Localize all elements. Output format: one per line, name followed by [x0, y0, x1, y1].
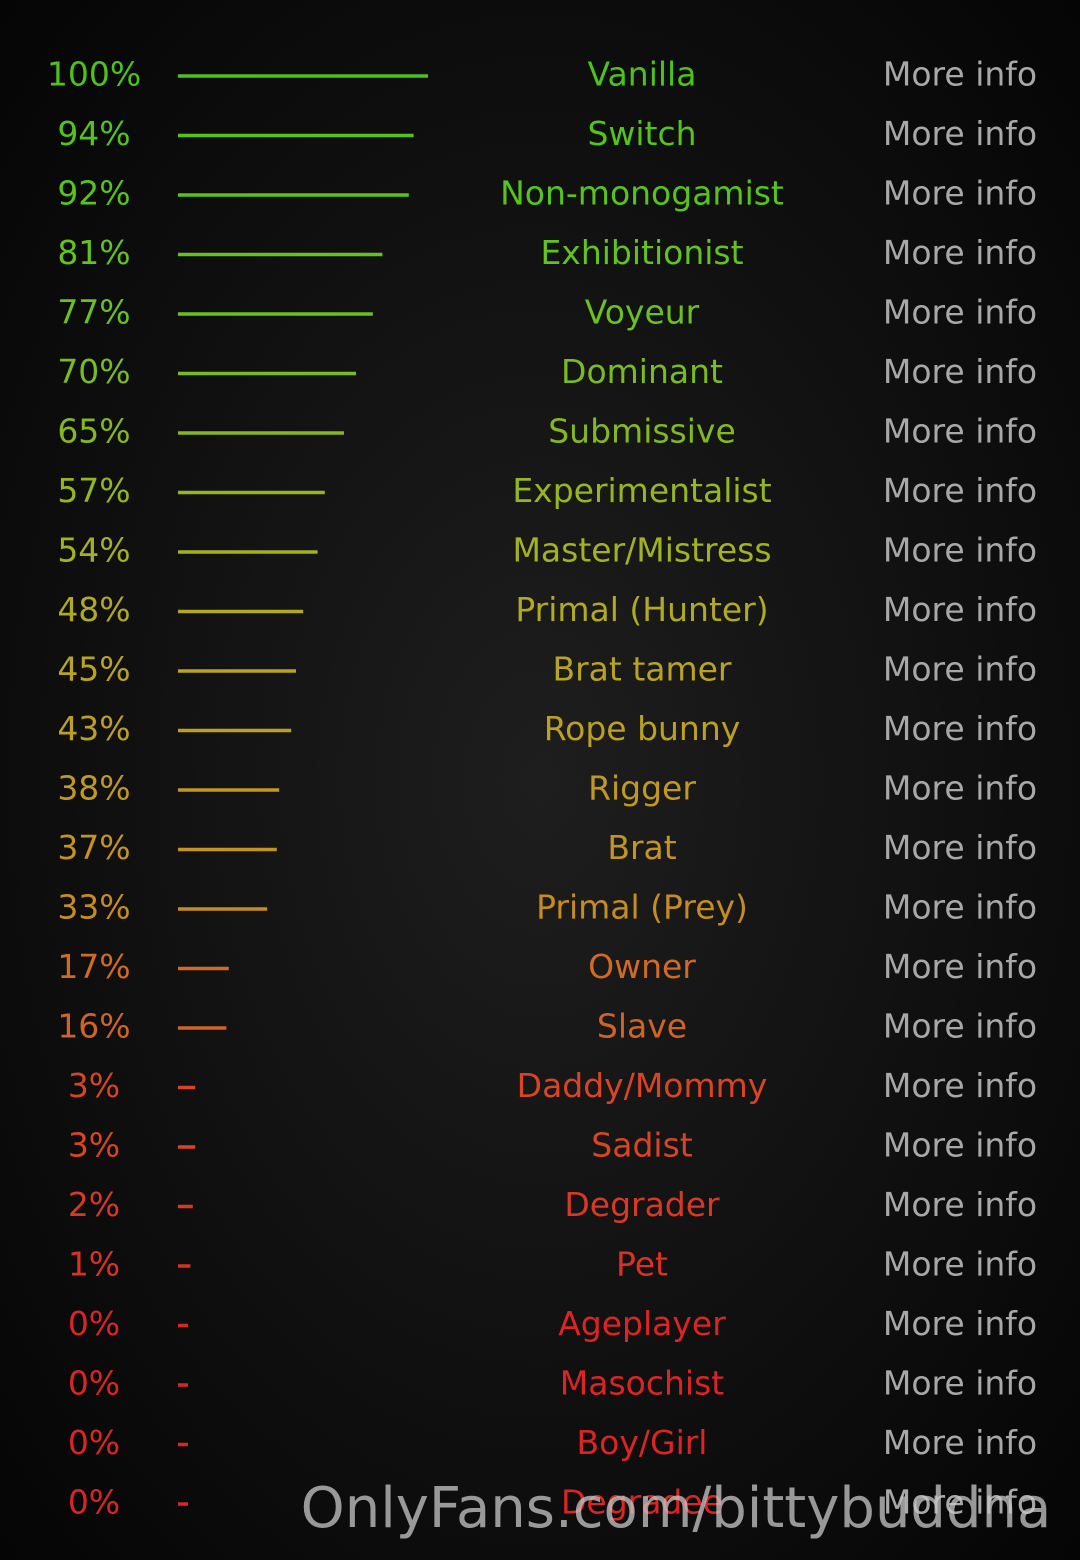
more-info-link[interactable]: More info: [883, 650, 1037, 689]
percent-label: 81%: [57, 233, 130, 272]
role-name: Slave: [597, 1007, 687, 1046]
more-info-link[interactable]: More info: [883, 709, 1037, 748]
more-info-link[interactable]: More info: [883, 1185, 1037, 1224]
percent-label: 70%: [57, 352, 130, 391]
role-name: Submissive: [548, 412, 736, 451]
role-name: Non-monogamist: [500, 174, 784, 213]
role-name: Rigger: [588, 769, 696, 808]
percent-label: 43%: [57, 709, 130, 748]
role-name: Dominant: [561, 352, 723, 391]
role-name: Ageplayer: [558, 1304, 726, 1343]
role-name: Vanilla: [588, 55, 697, 94]
role-name: Brat: [607, 828, 676, 867]
percent-label: 54%: [57, 531, 130, 570]
more-info-link[interactable]: More info: [883, 1483, 1037, 1522]
more-info-link[interactable]: More info: [883, 1304, 1037, 1343]
percent-label: 0%: [68, 1483, 120, 1522]
more-info-link[interactable]: More info: [883, 1126, 1037, 1165]
percent-label: 92%: [57, 174, 130, 213]
percent-label: 17%: [57, 947, 130, 986]
role-name: Boy/Girl: [577, 1423, 708, 1462]
watermark: OnlyFans.com/bittybuddha: [301, 1476, 1052, 1541]
percent-label: 1%: [68, 1245, 120, 1284]
role-name: Switch: [587, 114, 696, 153]
more-info-link[interactable]: More info: [883, 769, 1037, 808]
more-info-link[interactable]: More info: [883, 352, 1037, 391]
more-info-link[interactable]: More info: [883, 531, 1037, 570]
percent-label: 33%: [57, 888, 130, 927]
percent-label: 0%: [68, 1364, 120, 1403]
more-info-link[interactable]: More info: [883, 471, 1037, 510]
more-info-link[interactable]: More info: [883, 293, 1037, 332]
percent-label: 94%: [57, 114, 130, 153]
percent-label: 0%: [68, 1304, 120, 1343]
percent-label: 0%: [68, 1423, 120, 1462]
role-name: Degrader: [564, 1185, 720, 1224]
percent-label: 3%: [68, 1066, 120, 1105]
role-name: Masochist: [560, 1364, 724, 1403]
percent-label: 100%: [47, 55, 141, 94]
more-info-link[interactable]: More info: [883, 888, 1037, 927]
role-name: Voyeur: [585, 293, 700, 332]
percent-label: 3%: [68, 1126, 120, 1165]
more-info-link[interactable]: More info: [883, 174, 1037, 213]
role-name: Exhibitionist: [540, 233, 743, 272]
more-info-link[interactable]: More info: [883, 1364, 1037, 1403]
role-name: Pet: [616, 1245, 668, 1284]
more-info-link[interactable]: More info: [883, 55, 1037, 94]
role-name: Owner: [588, 947, 696, 986]
role-name: Rope bunny: [544, 709, 741, 748]
more-info-link[interactable]: More info: [883, 590, 1037, 629]
more-info-link[interactable]: More info: [883, 114, 1037, 153]
more-info-link[interactable]: More info: [883, 233, 1037, 272]
role-name: Primal (Prey): [536, 888, 748, 927]
more-info-link[interactable]: More info: [883, 828, 1037, 867]
role-name: Master/Mistress: [512, 531, 771, 570]
more-info-link[interactable]: More info: [883, 1007, 1037, 1046]
role-name: Daddy/Mommy: [517, 1066, 768, 1105]
more-info-link[interactable]: More info: [883, 412, 1037, 451]
role-name: Experimentalist: [512, 471, 771, 510]
role-name: Degradee: [561, 1483, 723, 1522]
percent-label: 38%: [57, 769, 130, 808]
percent-label: 48%: [57, 590, 130, 629]
more-info-link[interactable]: More info: [883, 1066, 1037, 1105]
percent-label: 57%: [57, 471, 130, 510]
percent-label: 37%: [57, 828, 130, 867]
role-name: Sadist: [591, 1126, 692, 1165]
role-name: Brat tamer: [552, 650, 731, 689]
more-info-link[interactable]: More info: [883, 1423, 1037, 1462]
role-name: Primal (Hunter): [515, 590, 768, 629]
percent-label: 16%: [57, 1007, 130, 1046]
more-info-link[interactable]: More info: [883, 1245, 1037, 1284]
percent-label: 45%: [57, 650, 130, 689]
percent-label: 65%: [57, 412, 130, 451]
more-info-link[interactable]: More info: [883, 947, 1037, 986]
percent-label: 77%: [57, 293, 130, 332]
percent-label: 2%: [68, 1185, 120, 1224]
